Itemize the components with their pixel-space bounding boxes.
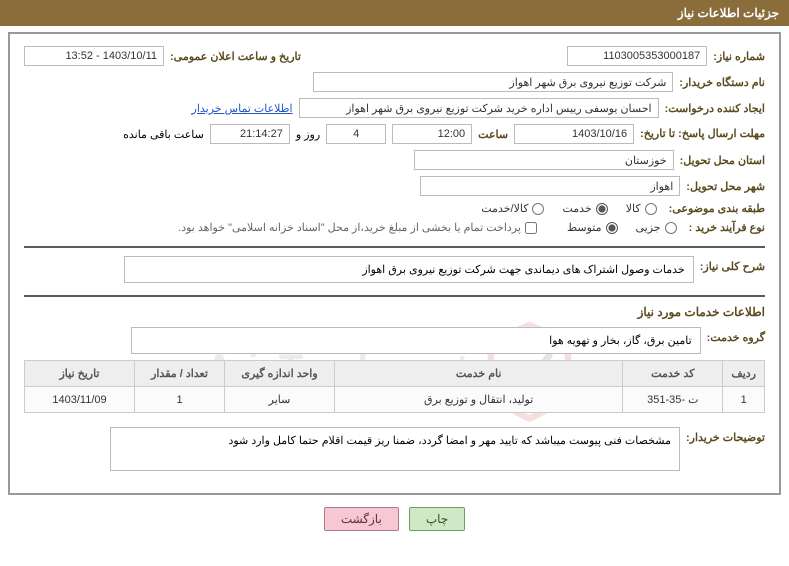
radio-kala-label: کالا (626, 202, 641, 215)
deadline-date-field: 1403/10/16 (514, 124, 634, 144)
cell-unit: سایر (225, 387, 335, 413)
print-button[interactable]: چاپ (409, 507, 465, 531)
panel-title: جزئیات اطلاعات نیاز (0, 0, 789, 26)
th-name: نام خدمت (335, 361, 623, 387)
radio-kalakhedmat-label: کالا/خدمت (481, 202, 528, 215)
province-label: استان محل تحویل: (680, 154, 765, 167)
radio-kala-input[interactable] (645, 203, 657, 215)
radio-khedmat-input[interactable] (596, 203, 608, 215)
cell-row: 1 (723, 387, 765, 413)
cell-name: تولید، انتقال و توزیع برق (335, 387, 623, 413)
th-date: تاریخ نیاز (25, 361, 135, 387)
cell-qty: 1 (135, 387, 225, 413)
treasury-note-text: پرداخت تمام یا بخشی از مبلغ خرید،از محل … (178, 221, 521, 234)
treasury-checkbox[interactable] (525, 222, 537, 234)
need-no-label: شماره نیاز: (713, 50, 765, 63)
radio-motavaset-input[interactable] (606, 222, 618, 234)
cell-date: 1403/11/09 (25, 387, 135, 413)
th-qty: تعداد / مقدار (135, 361, 225, 387)
service-group-field: تامین برق، گاز، بخار و تهویه هوا (131, 327, 701, 354)
deadline-time-field: 12:00 (392, 124, 472, 144)
purchase-radio-motavaset[interactable]: متوسط (567, 221, 618, 234)
divider-1 (24, 246, 765, 248)
requester-field: احسان یوسفی رییس اداره خرید شرکت توزیع ن… (299, 98, 659, 118)
days-word: روز و (296, 128, 320, 141)
service-group-label: گروه خدمت: (707, 327, 765, 344)
back-button[interactable]: بازگشت (324, 507, 399, 531)
deadline-label: مهلت ارسال پاسخ: تا تاریخ: (640, 127, 765, 141)
summary-field: خدمات وصول اشتراک های دیماندی جهت شرکت ت… (124, 256, 694, 283)
category-label: طبقه بندی موضوعی: (669, 202, 765, 215)
city-label: شهر محل تحویل: (686, 180, 765, 193)
contact-link[interactable]: اطلاعات تماس خریدار (192, 102, 293, 115)
notes-field: مشخصات فنی پیوست میباشد که تایید مهر و ا… (110, 427, 680, 471)
cell-code: ت -35-351 (623, 387, 723, 413)
buyer-org-field: شرکت توزیع نیروی برق شهر اهواز (313, 72, 673, 92)
days-remaining-field: 4 (326, 124, 386, 144)
radio-motavaset-label: متوسط (567, 221, 602, 234)
category-radio-kalakhedmat[interactable]: کالا/خدمت (481, 202, 544, 215)
radio-khedmat-label: خدمت (562, 202, 591, 215)
purchase-type-radio-group: جزیی متوسط (567, 221, 677, 234)
time-remaining-field: 21:14:27 (210, 124, 290, 144)
category-radio-kala[interactable]: کالا (626, 202, 657, 215)
city-field: اهواز (420, 176, 680, 196)
radio-jozei-input[interactable] (665, 222, 677, 234)
divider-2 (24, 295, 765, 297)
purchase-type-label: نوع فرآیند خرید : (689, 221, 765, 234)
th-unit: واحد اندازه گیری (225, 361, 335, 387)
need-no-field: 1103005353000187 (567, 46, 707, 66)
table-row: 1 ت -35-351 تولید، انتقال و توزیع برق سا… (25, 387, 765, 413)
services-table: ردیف کد خدمت نام خدمت واحد اندازه گیری ت… (24, 360, 765, 413)
radio-jozei-label: جزیی (636, 221, 661, 234)
notes-label: توضیحات خریدار: (686, 427, 765, 444)
remaining-label: ساعت باقی مانده (123, 128, 204, 141)
time-label: ساعت (478, 128, 508, 141)
th-code: کد خدمت (623, 361, 723, 387)
buyer-org-label: نام دستگاه خریدار: (679, 76, 765, 89)
category-radio-group: کالا خدمت کالا/خدمت (481, 202, 656, 215)
th-row: ردیف (723, 361, 765, 387)
announce-date-label: تاریخ و ساعت اعلان عمومی: (170, 50, 301, 63)
services-section-title: اطلاعات خدمات مورد نیاز (24, 305, 765, 319)
radio-kalakhedmat-input[interactable] (532, 203, 544, 215)
announce-date-field: 1403/10/11 - 13:52 (24, 46, 164, 66)
province-field: خوزستان (414, 150, 674, 170)
requester-label: ایجاد کننده درخواست: (665, 102, 765, 115)
category-radio-khedmat[interactable]: خدمت (562, 202, 607, 215)
treasury-checkbox-wrap: پرداخت تمام یا بخشی از مبلغ خرید،از محل … (178, 221, 537, 234)
summary-label: شرح کلی نیاز: (700, 256, 765, 273)
purchase-radio-jozei[interactable]: جزیی (636, 221, 677, 234)
